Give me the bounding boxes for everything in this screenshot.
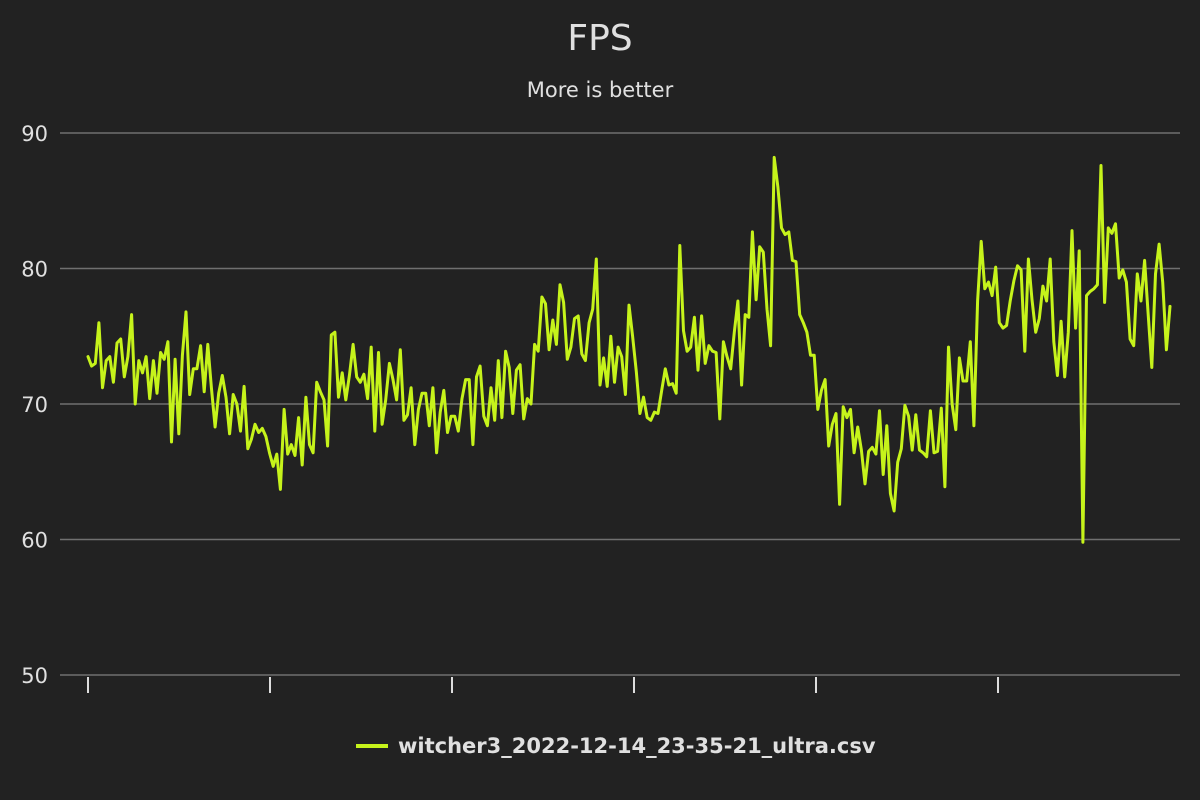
x-axis-ticks (87, 677, 999, 693)
chart-subtitle: More is better (527, 78, 674, 102)
y-tick-label: 90 (21, 122, 48, 146)
legend[interactable]: witcher3_2022-12-14_23-35-21_ultra.csv (356, 734, 876, 758)
y-tick-label: 80 (21, 258, 48, 282)
legend-label: witcher3_2022-12-14_23-35-21_ultra.csv (398, 734, 876, 758)
chart-title: FPS (567, 18, 632, 59)
y-axis-ticks: 50 60 70 80 90 (21, 122, 48, 688)
y-tick-label: 60 (21, 529, 48, 553)
y-tick-label: 50 (21, 664, 48, 688)
grid-lines (60, 132, 1180, 676)
series-layer (86, 155, 1172, 544)
series-line-0[interactable] (86, 155, 1172, 544)
y-tick-label: 70 (21, 393, 48, 417)
